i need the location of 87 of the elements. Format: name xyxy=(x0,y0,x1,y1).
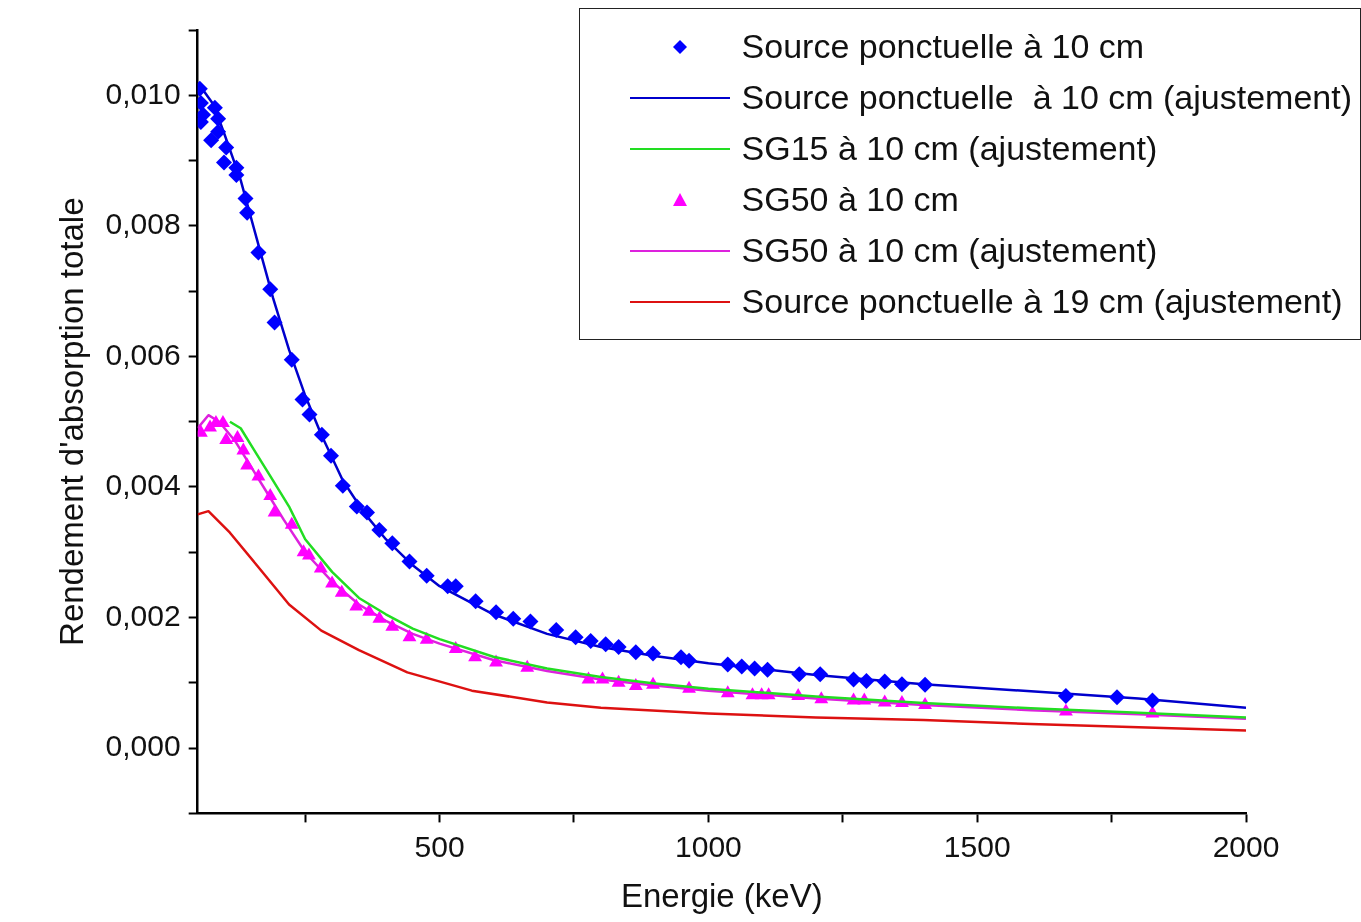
point xyxy=(325,575,339,588)
point xyxy=(216,154,233,171)
point xyxy=(791,666,808,683)
legend-label: Source ponctuelle à 10 cm xyxy=(741,27,1145,66)
point xyxy=(759,661,776,678)
legend-label: SG15 à 10 cm (ajustement) xyxy=(741,129,1158,168)
point xyxy=(206,99,223,116)
point xyxy=(681,652,698,669)
legend-label: Source ponctuelle à 10 cm (ajustement) xyxy=(741,78,1352,117)
point xyxy=(230,430,245,443)
point xyxy=(489,654,503,667)
x-tick-label: 500 xyxy=(414,829,465,863)
x-tick-label: 1000 xyxy=(675,829,742,863)
point xyxy=(239,204,256,221)
y-tick-label: 0,008 xyxy=(105,207,181,241)
point xyxy=(263,488,278,501)
point xyxy=(284,516,299,529)
point xyxy=(610,638,627,655)
point xyxy=(582,633,599,650)
point xyxy=(419,631,434,644)
point xyxy=(581,671,596,684)
point xyxy=(302,547,316,560)
point xyxy=(858,672,875,689)
point xyxy=(645,645,662,662)
point xyxy=(348,498,365,515)
point xyxy=(567,629,584,646)
y-tick-label: 0,004 xyxy=(105,468,181,502)
point xyxy=(267,504,282,517)
point xyxy=(218,139,235,156)
point xyxy=(876,673,893,690)
point xyxy=(236,442,251,455)
point xyxy=(1144,692,1161,709)
point xyxy=(203,132,220,149)
point xyxy=(1057,687,1074,704)
point xyxy=(250,244,267,261)
point xyxy=(237,190,254,207)
point xyxy=(371,522,388,539)
point xyxy=(418,567,435,584)
point xyxy=(1108,689,1125,706)
point xyxy=(210,110,227,127)
y-tick-label: 0,000 xyxy=(105,729,181,763)
legend-label: SG50 à 10 cm xyxy=(741,180,959,219)
point xyxy=(746,660,763,677)
point xyxy=(251,468,266,481)
point xyxy=(893,676,910,693)
point xyxy=(283,351,300,368)
y-tick-label: 0,010 xyxy=(105,76,181,110)
point xyxy=(385,618,400,631)
point xyxy=(262,281,279,298)
point xyxy=(719,656,736,673)
point xyxy=(372,610,387,623)
y-axis-title: Rendement d'absorption totale xyxy=(52,197,90,646)
point xyxy=(294,391,311,408)
point xyxy=(210,123,227,140)
point xyxy=(313,426,330,443)
point xyxy=(597,636,614,653)
point xyxy=(334,584,349,597)
point xyxy=(323,447,339,464)
point xyxy=(266,314,283,331)
point xyxy=(401,553,418,570)
x-tick-label: 2000 xyxy=(1212,829,1280,863)
point xyxy=(349,598,364,611)
point xyxy=(812,666,829,683)
point xyxy=(522,613,539,630)
point xyxy=(845,671,862,688)
point xyxy=(313,560,328,573)
point xyxy=(219,431,234,444)
point xyxy=(402,629,417,642)
point xyxy=(505,610,522,627)
point xyxy=(733,658,750,675)
point xyxy=(301,406,318,423)
point xyxy=(917,676,934,693)
point xyxy=(359,504,376,521)
x-tick-label: 1500 xyxy=(943,829,1011,863)
point xyxy=(384,535,401,552)
point xyxy=(362,603,377,616)
point xyxy=(548,621,565,638)
point xyxy=(488,604,505,621)
legend-label: Source ponctuelle à 19 cm (ajustement) xyxy=(741,282,1343,321)
x-axis-title: Energie (keV) xyxy=(620,877,823,915)
legend-label: SG50 à 10 cm (ajustement) xyxy=(741,231,1158,270)
point xyxy=(334,477,351,494)
point xyxy=(627,644,644,661)
y-tick-label: 0,002 xyxy=(105,598,181,632)
point xyxy=(240,457,255,470)
point xyxy=(467,593,484,610)
y-tick-label: 0,006 xyxy=(105,337,181,371)
